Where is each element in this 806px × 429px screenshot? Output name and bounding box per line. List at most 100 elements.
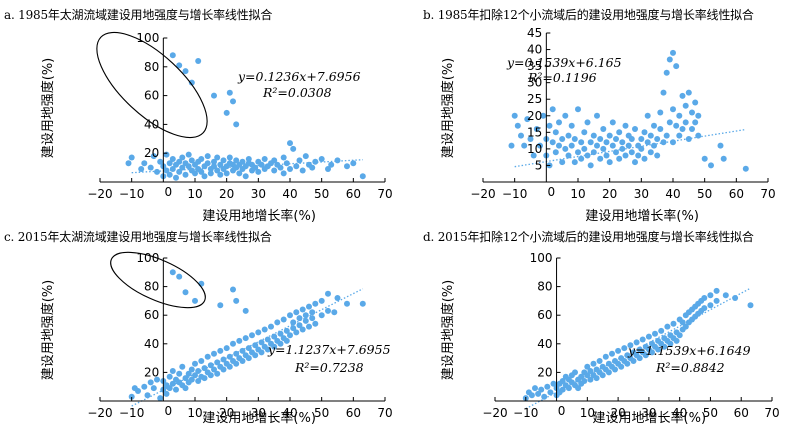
data-point (666, 119, 673, 126)
x-tick-label: 10 (580, 406, 595, 420)
data-point (226, 363, 233, 370)
data-point (642, 352, 649, 359)
data-point (627, 342, 634, 349)
r-squared-label: R²=0.8842 (655, 360, 725, 375)
regression-equation: y=0.1236x+7.6956 (237, 69, 361, 84)
data-point (673, 63, 680, 70)
data-point (594, 142, 600, 149)
data-point (717, 142, 724, 149)
data-point (309, 315, 316, 322)
data-point (147, 379, 154, 386)
data-point (325, 307, 331, 314)
data-point (689, 109, 695, 116)
data-point (214, 154, 221, 161)
data-point (201, 375, 208, 382)
data-point (508, 142, 515, 149)
data-point (633, 339, 640, 346)
data-point (682, 102, 689, 109)
scatter-points (125, 52, 366, 181)
data-point (169, 156, 176, 162)
data-point (344, 163, 350, 170)
y-tick-label: 40 (537, 337, 552, 351)
data-point (195, 378, 202, 384)
x-tick-label: −10 (513, 406, 538, 420)
data-point (188, 157, 195, 164)
panel-d-title: d. 2015年扣除12个小流域后的建设用地强度与增长率线性拟合 (423, 230, 754, 244)
data-point (618, 363, 625, 370)
data-point (138, 166, 145, 172)
x-tick-label: 60 (734, 406, 749, 420)
data-point (597, 155, 604, 162)
x-tick-label: 50 (697, 187, 712, 201)
data-point (578, 373, 585, 380)
data-point (655, 346, 662, 353)
x-tick-label: 10 (187, 406, 202, 420)
y-tick-label: 100 (136, 251, 159, 265)
x-tick-label: 60 (346, 406, 361, 420)
data-point (547, 389, 554, 396)
x-tick-label: 60 (346, 187, 361, 201)
data-point (245, 156, 252, 162)
data-point (524, 116, 531, 123)
data-point (575, 385, 582, 392)
data-point (578, 139, 585, 146)
data-point (606, 159, 613, 166)
y-tick-label: 40 (144, 117, 159, 131)
y-tick-label: 40 (144, 337, 159, 351)
data-point (556, 119, 562, 126)
data-point (318, 312, 325, 319)
data-point (597, 136, 604, 142)
data-point (609, 350, 615, 357)
data-point (309, 309, 316, 316)
panel-a: a. 1985年太湖流域建设用地强度与增长率线性拟合 −20 −10 10 20 30 4… (0, 0, 403, 224)
x-axis-label: 建设用地增长率(%) (202, 410, 316, 426)
data-point (302, 153, 309, 160)
data-point (742, 165, 749, 172)
data-point (707, 302, 714, 309)
data-point (556, 142, 562, 149)
data-point (359, 300, 366, 307)
r-squared-label: R²=0.7238 (294, 360, 364, 375)
data-point (296, 157, 303, 164)
data-point (641, 155, 648, 162)
data-point (255, 168, 262, 175)
data-point (166, 160, 173, 167)
data-point (236, 170, 243, 177)
data-point (182, 68, 189, 75)
data-point (195, 58, 202, 64)
data-point (552, 129, 559, 136)
data-point (657, 109, 664, 116)
data-point (207, 170, 214, 177)
data-point (661, 343, 668, 350)
data-point (230, 340, 236, 347)
data-point (220, 366, 227, 373)
data-point (299, 306, 306, 313)
data-point (163, 390, 170, 397)
data-point (280, 316, 287, 323)
data-point (670, 320, 677, 327)
data-point (179, 363, 186, 370)
data-point (559, 136, 566, 142)
data-point (511, 112, 518, 119)
y-tick-label: 20 (537, 365, 552, 379)
data-point (198, 168, 205, 175)
x-axis-label: 建设用地增长率(%) (593, 410, 707, 426)
data-point (258, 161, 265, 168)
data-point (201, 365, 208, 372)
y-axis-label: 建设用地强度(%) (440, 58, 456, 159)
data-point (198, 156, 205, 162)
data-point (179, 164, 186, 171)
data-point (293, 309, 300, 316)
data-point (217, 171, 224, 178)
data-point (233, 121, 240, 128)
data-point (242, 307, 249, 314)
x-tick-label: 50 (314, 187, 329, 201)
y-axis-label: 建设用地强度(%) (40, 280, 56, 381)
data-point (581, 145, 588, 152)
data-point (571, 136, 578, 142)
panel-d: d. 2015年扣除12个小流域后的建设用地强度与增长率线性拟合 −20 −10 1… (403, 222, 806, 429)
data-point (612, 366, 618, 373)
r-squared-label: R²=0.0308 (262, 85, 332, 100)
data-point (204, 160, 211, 167)
